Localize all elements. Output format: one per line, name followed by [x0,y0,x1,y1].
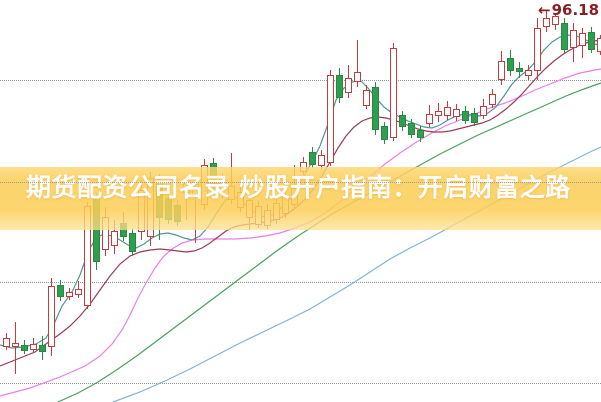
candle-body [417,130,424,138]
candle-body [570,30,577,48]
candle-body [48,286,55,347]
candle-body [21,345,28,351]
candle-body [462,111,469,121]
candle-body [318,155,325,166]
left-arrow-icon: ← [538,1,551,19]
candle-body [381,126,388,140]
price-high-annotation: ←96.18 [538,1,599,19]
candle-body [543,18,550,27]
gridline [0,383,601,384]
candle-body [390,48,397,138]
candle-body [579,33,586,46]
candle-body [516,68,523,72]
candle-body [336,75,343,98]
price-high-label: 96.18 [551,1,600,19]
candle-body [597,38,601,52]
candle-body [444,107,451,116]
candle-body [75,289,82,295]
candle-body [489,94,496,105]
page-title: 期货配资公司名录 炒股开户指南：开启财富之路 [26,173,571,202]
candle-body [507,58,514,71]
candle-body [354,72,361,82]
gridline [0,182,601,183]
candle-body [30,344,37,350]
candle-body [534,28,541,71]
candle-body [471,113,478,123]
candle-body [453,109,460,117]
candle-wick [357,40,358,87]
candle-body [408,123,415,135]
candle-body [561,23,568,50]
candle-body [39,345,46,352]
candle-body [426,114,433,124]
candle-body [372,87,379,130]
candle-body [345,78,352,93]
candle-body [363,90,370,106]
candle-body [435,111,442,116]
candle-body [399,115,406,127]
candle-body [129,233,136,252]
gridline [0,80,601,81]
gridline [0,282,601,283]
candle-body [111,231,118,246]
candle-body [552,16,559,25]
candle-body [480,106,487,116]
candle-body [309,152,316,165]
candle-body [3,338,10,347]
candle-body [12,343,19,347]
candle-body [66,292,73,297]
candle-body [327,75,334,163]
candle-body [588,32,595,50]
candle-body [525,70,532,76]
candle-wick [15,322,16,374]
candle-body [57,285,64,297]
title-banner: 期货配资公司名录 炒股开户指南：开启财富之路 [0,167,601,230]
candle-body [498,61,505,80]
